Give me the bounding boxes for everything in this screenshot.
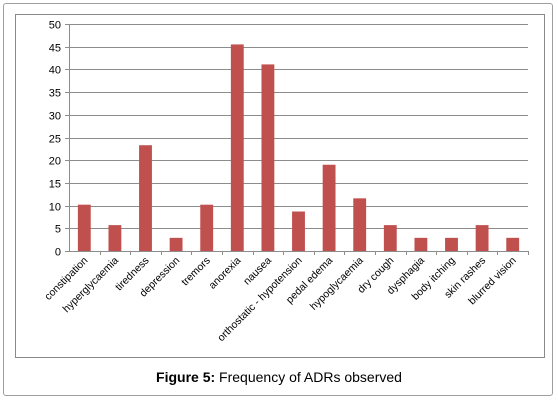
figure-label: Figure 5: xyxy=(156,369,216,385)
y-tick-label: 10 xyxy=(49,202,61,214)
bar xyxy=(414,237,428,251)
bar xyxy=(77,204,91,251)
figure-caption: Figure 5: Frequency of ADRs observed xyxy=(0,369,558,385)
y-tick-label: 20 xyxy=(49,156,61,168)
y-tick-label: 50 xyxy=(49,20,61,32)
gridlines xyxy=(69,24,528,229)
bar xyxy=(445,237,458,251)
bar xyxy=(108,225,122,251)
tick-labels: 05101520253035404550constipationhypergly… xyxy=(42,20,519,345)
bar xyxy=(230,44,244,252)
bar xyxy=(353,198,367,251)
y-tick-label: 25 xyxy=(49,134,61,146)
bar xyxy=(200,204,214,251)
bar xyxy=(261,64,275,251)
bar xyxy=(292,211,305,251)
bar xyxy=(169,237,183,251)
bar xyxy=(383,225,397,251)
x-tick-label: hypoglycaemia xyxy=(308,255,366,313)
bar xyxy=(322,164,336,251)
x-tick-label: anorexia xyxy=(206,255,243,292)
y-tick-label: 5 xyxy=(55,224,61,236)
bar xyxy=(506,237,520,251)
y-tick-label: 40 xyxy=(49,65,61,77)
bars xyxy=(77,44,520,252)
y-tick-label: 45 xyxy=(49,43,61,55)
chart-area xyxy=(15,14,545,358)
axes xyxy=(65,24,529,255)
y-tick-label: 30 xyxy=(49,111,61,123)
figure-frame xyxy=(3,3,553,396)
y-tick-label: 0 xyxy=(55,247,61,259)
y-tick-label: 35 xyxy=(49,88,61,100)
y-tick-label: 15 xyxy=(49,179,61,191)
bar xyxy=(139,145,152,251)
figure-caption-text: Frequency of ADRs observed xyxy=(215,369,402,385)
bar xyxy=(475,225,489,251)
